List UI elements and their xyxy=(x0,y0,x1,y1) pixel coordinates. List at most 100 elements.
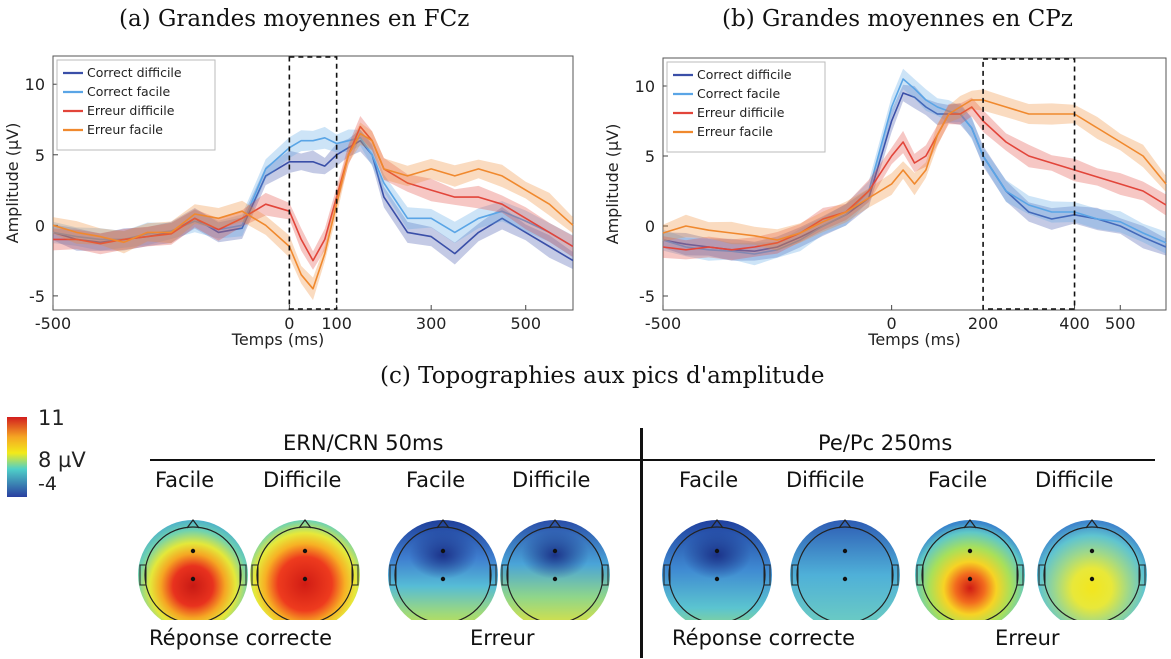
nose-icon xyxy=(963,519,977,529)
legend-label-2: Erreur difficile xyxy=(87,103,175,118)
series-band-0 xyxy=(53,129,573,270)
head-outline xyxy=(1043,526,1141,620)
group-right-label: Pe/Pc 250ms xyxy=(818,431,953,455)
highlight-window xyxy=(288,56,338,310)
left-ear-icon xyxy=(389,564,397,586)
series-band-2 xyxy=(663,97,1166,261)
legend-label-0: Correct difficile xyxy=(697,67,792,82)
right-ear-icon xyxy=(489,564,497,586)
chart-a-title: (a) Grandes moyennes en FCz xyxy=(119,6,470,32)
col-label-3: Facile xyxy=(406,468,466,492)
y-tick-label: 5 xyxy=(35,146,45,165)
series-line-2 xyxy=(662,106,1167,251)
right-ear-icon xyxy=(1016,564,1024,586)
chart-b: -5 0 5 10 -500 0 200 400 500 Temps (ms) Amplitude … xyxy=(603,57,1167,349)
left-ear-icon xyxy=(663,564,671,586)
head-outline xyxy=(144,526,242,620)
x-tick-label: 400 xyxy=(1059,314,1090,333)
electrode-cpz xyxy=(440,576,446,582)
col-label-1: Facile xyxy=(155,468,215,492)
colorbar-mid: 8 µV xyxy=(38,448,86,472)
nose-icon xyxy=(548,519,562,529)
topomap-scalp xyxy=(138,520,248,620)
series-band-0 xyxy=(663,84,1166,261)
colorbar-min: -4 xyxy=(38,473,57,495)
x-tick-label: 500 xyxy=(1105,314,1136,333)
x-tick-label: -500 xyxy=(35,314,71,333)
nose-icon xyxy=(710,519,724,529)
nose-icon xyxy=(186,519,200,529)
col-label-6: Difficile xyxy=(786,468,865,492)
legend-label-3: Erreur facile xyxy=(697,124,773,139)
chart-b-title: (b) Grandes moyennes en CPz xyxy=(722,6,1073,32)
y-tick-label: 0 xyxy=(645,217,655,236)
legend: Correct difficile Correct facile Erreur di… xyxy=(666,61,826,153)
electrode-cpz xyxy=(842,576,848,582)
head-outline xyxy=(506,526,604,620)
highlight-window xyxy=(982,58,1076,310)
legend-box xyxy=(666,61,826,153)
right-ear-icon xyxy=(601,564,609,586)
topomap-2 xyxy=(250,519,360,620)
y-tick-label: 0 xyxy=(35,216,45,235)
topomap-8 xyxy=(1037,519,1147,620)
nose-icon xyxy=(1085,519,1099,529)
electrode-cpz xyxy=(714,576,720,582)
left-ear-icon xyxy=(791,564,799,586)
electrode-fcz xyxy=(714,548,720,554)
head-outline xyxy=(668,526,766,620)
electrode-fcz xyxy=(967,548,973,554)
head-outline xyxy=(256,526,354,620)
head-outline xyxy=(796,526,894,620)
x-tick-label: 300 xyxy=(416,314,447,333)
right-ear-icon xyxy=(239,564,247,586)
series-band-3 xyxy=(663,89,1166,251)
topomap-7 xyxy=(915,519,1025,620)
x-tick-label: 0 xyxy=(887,314,897,333)
series-line-0 xyxy=(662,92,1167,252)
series-band-3 xyxy=(53,122,573,301)
bottom-label-correct-right: Réponse correcte xyxy=(672,626,856,650)
y-tick-label: 10 xyxy=(25,75,45,94)
head-outline xyxy=(394,526,492,620)
x-tick-label: 500 xyxy=(510,314,541,333)
colorbar-gradient xyxy=(7,417,27,497)
series-line-3 xyxy=(52,132,574,290)
legend-box xyxy=(56,59,216,151)
series-band-1 xyxy=(663,68,1166,266)
head-outline xyxy=(921,526,1019,620)
topomap-scalp xyxy=(790,520,900,620)
group-horizontal-divider xyxy=(150,459,1155,461)
x-tick-label: 0 xyxy=(284,314,294,333)
nose-icon xyxy=(838,519,852,529)
topomap-scalp xyxy=(915,520,1025,620)
nose-icon xyxy=(436,519,450,529)
col-label-5: Facile xyxy=(679,468,739,492)
electrode-cpz xyxy=(190,576,196,582)
electrode-cpz xyxy=(302,576,308,582)
legend-label-1: Correct facile xyxy=(87,84,170,99)
legend-label-2: Erreur difficile xyxy=(697,105,785,120)
y-tick-label: 10 xyxy=(635,77,655,96)
col-label-4: Difficile xyxy=(512,468,591,492)
left-ear-icon xyxy=(501,564,509,586)
series-line-3 xyxy=(662,99,1167,241)
electrode-fcz xyxy=(440,548,446,554)
left-ear-icon xyxy=(139,564,147,586)
y-tick-label: -5 xyxy=(639,287,655,306)
y-axis-label: Amplitude (µV) xyxy=(603,124,622,245)
right-ear-icon xyxy=(891,564,899,586)
chart-a: -5 0 5 10 -500 0 100 300 500 Temps (ms) Amplitude … xyxy=(3,55,574,349)
electrode-fcz xyxy=(842,548,848,554)
x-tick-label: 100 xyxy=(321,314,352,333)
topomap-4 xyxy=(500,519,610,620)
electrode-fcz xyxy=(302,548,308,554)
col-label-2: Difficile xyxy=(263,468,342,492)
series-band-2 xyxy=(53,116,573,270)
series-line-2 xyxy=(53,125,574,262)
right-ear-icon xyxy=(763,564,771,586)
electrode-cpz xyxy=(552,576,558,582)
x-axis-label: Temps (ms) xyxy=(867,330,960,349)
topo-title: (c) Topographies aux pics d'amplitude xyxy=(380,363,825,389)
topomap-3 xyxy=(388,519,498,620)
